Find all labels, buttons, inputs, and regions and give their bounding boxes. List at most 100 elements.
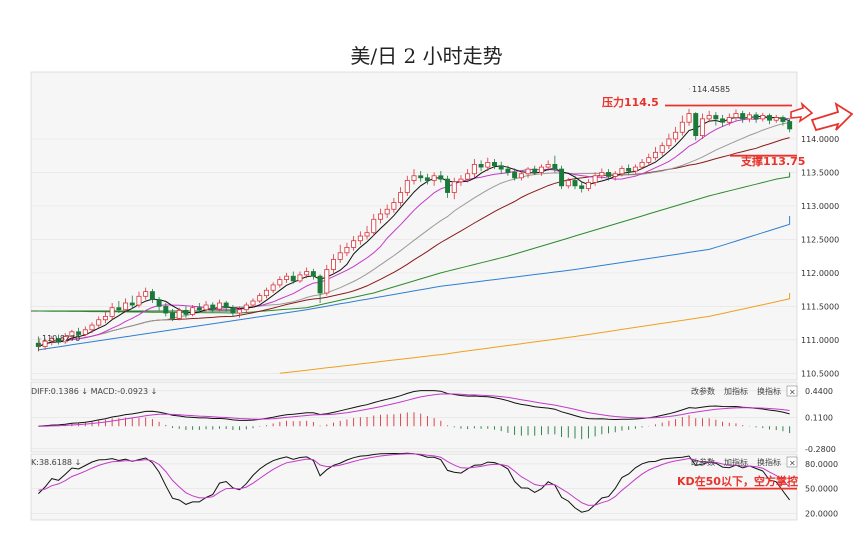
ma250-line <box>279 293 791 374</box>
candle-body <box>76 331 82 335</box>
macd-diff-line <box>38 390 790 427</box>
kd-note: KD在50以下，空方掌控 <box>677 474 798 488</box>
candle-body <box>82 329 88 335</box>
candle-body <box>404 180 410 193</box>
candle-body <box>559 168 565 187</box>
candle-body <box>673 131 679 140</box>
candle-body <box>659 145 665 153</box>
price-panel <box>30 71 798 381</box>
price-y-axis: 114.0000 113.5000 113.0000 112.5000 112.0000… <box>801 135 839 378</box>
candle-body <box>780 117 786 122</box>
ma20-line <box>38 122 790 347</box>
candle-body <box>639 161 645 168</box>
candle-body <box>109 307 115 317</box>
candle-body <box>216 302 222 310</box>
candle-body <box>129 302 135 306</box>
kd-close-box[interactable] <box>786 456 798 468</box>
kd-tick-label: 50.0000 <box>805 485 838 494</box>
candle-body <box>532 168 538 173</box>
candle-body <box>250 300 256 306</box>
low-label: 110.8270 <box>42 334 80 343</box>
kd-switch-indicator-button[interactable]: 换指标 <box>757 457 781 467</box>
kd-add-indicator-button[interactable]: 加指标 <box>724 457 748 467</box>
candle-body <box>310 271 316 277</box>
candle-body <box>297 274 303 282</box>
candle-body <box>196 307 202 311</box>
candle-body <box>492 161 497 167</box>
candle-body <box>62 336 68 343</box>
candle-body <box>364 232 370 237</box>
candle-body <box>538 166 544 173</box>
macd-dea-line <box>38 393 790 427</box>
candle-body <box>263 289 269 297</box>
candle-body <box>183 309 189 315</box>
candle-body <box>284 275 290 280</box>
macd-close-box[interactable] <box>786 385 798 397</box>
candle-body <box>485 161 491 168</box>
candle-body <box>304 271 310 276</box>
candle-body <box>767 115 773 121</box>
candle-body <box>136 295 142 306</box>
candle-body <box>458 178 464 183</box>
candle-body <box>733 113 739 118</box>
candle-body <box>465 173 471 180</box>
ma10-line <box>38 116 790 347</box>
price-tick-label: 113.0000 <box>801 202 839 211</box>
candle-body <box>753 114 759 120</box>
price-tick-label: 114.0000 <box>801 135 839 144</box>
candle-body <box>344 247 350 254</box>
candle-body <box>713 115 719 120</box>
candle-body <box>223 302 229 309</box>
candle-body <box>646 157 652 163</box>
macd-tick-label: -0.2800 <box>805 445 836 454</box>
kd-header: K:38.6188 ↓ <box>31 458 81 467</box>
candle-body <box>424 177 430 181</box>
macd-switch-indicator-button[interactable]: 换指标 <box>757 386 781 396</box>
ma120-line <box>38 216 791 351</box>
candle-body <box>102 315 108 321</box>
candles <box>35 108 793 352</box>
macd-params-button[interactable]: 改参数 <box>691 386 715 396</box>
candle-body <box>505 168 511 173</box>
candle-body <box>377 213 383 220</box>
candle-body <box>512 172 518 179</box>
kd-params-button[interactable]: 改参数 <box>691 457 715 467</box>
candle-body <box>270 284 276 291</box>
kd-d-line <box>38 453 790 506</box>
candle-body <box>686 113 692 123</box>
candle-body <box>391 202 397 210</box>
candle-body <box>606 172 612 177</box>
candle-body <box>545 163 551 168</box>
kd-tick-label: 80.0000 <box>805 460 838 469</box>
candle-body <box>96 319 102 326</box>
candle-body <box>156 299 162 307</box>
candle-body <box>357 235 363 242</box>
arrow-right-icon-large <box>810 102 853 132</box>
candle-body <box>123 302 129 311</box>
price-tick-label: 111.0000 <box>801 336 839 345</box>
candle-body <box>176 309 182 319</box>
kd-close-icon[interactable]: × <box>789 459 796 468</box>
macd-tick-label: 0.1100 <box>805 413 833 422</box>
candle-body <box>317 275 323 294</box>
candle-body <box>760 115 766 120</box>
high-label: 114.4585 <box>692 85 730 94</box>
candle-body <box>290 275 296 282</box>
candle-body <box>351 240 357 248</box>
candle-body <box>572 180 578 187</box>
candle-body <box>203 304 209 311</box>
candle-body <box>632 166 638 172</box>
candle-body <box>324 269 330 294</box>
candle-body <box>525 168 531 175</box>
annotations <box>38 88 797 490</box>
candle-body <box>599 172 605 177</box>
price-tick-label: 112.5000 <box>801 235 839 244</box>
candle-body <box>679 121 685 133</box>
candle-body <box>116 307 122 311</box>
macd-close-icon[interactable]: × <box>789 388 796 397</box>
macd-add-indicator-button[interactable]: 加指标 <box>724 386 748 396</box>
candle-body <box>418 175 424 179</box>
ma5-line <box>38 115 790 347</box>
candle-body <box>237 309 243 314</box>
candle-body <box>565 180 571 187</box>
